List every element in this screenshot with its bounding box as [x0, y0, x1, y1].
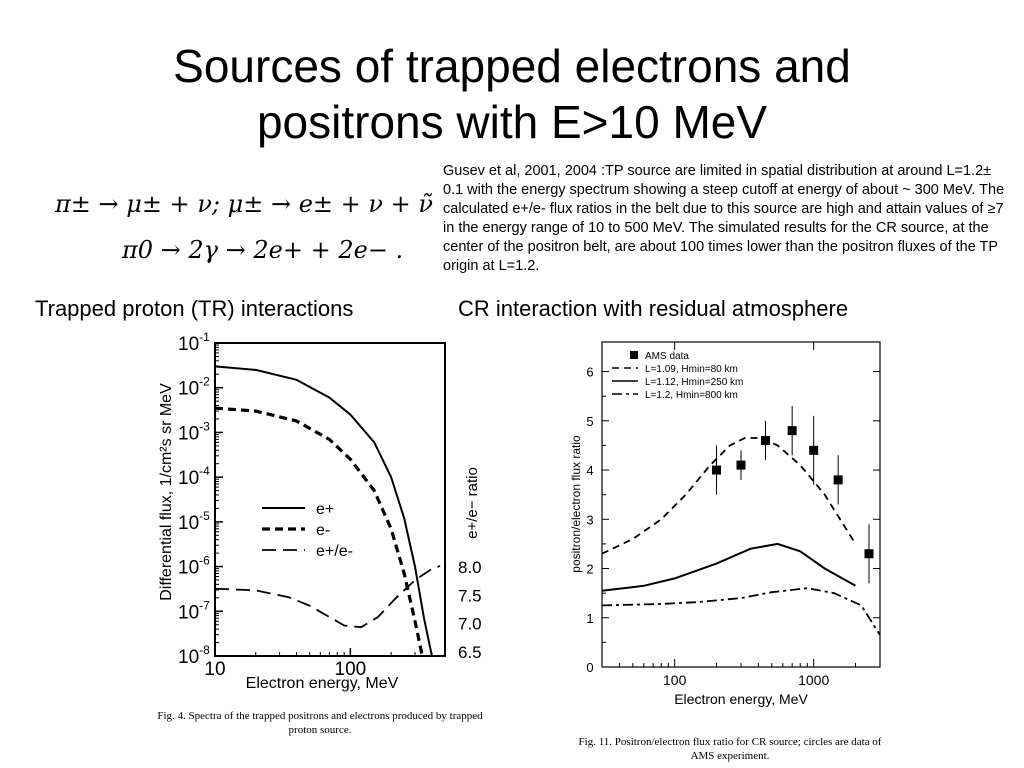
chart2-legend-marker [630, 351, 638, 359]
chart2-data-point [864, 549, 874, 559]
chart2-y-tick-label: 3 [586, 512, 593, 527]
chart1-y-tick-label: 10-7 [178, 598, 210, 623]
right-heading: CR interaction with residual atmosphere [458, 296, 849, 321]
chart2-legend-label: L=1.09, Hmin=80 km [645, 364, 738, 375]
chart1-frame [214, 342, 446, 657]
chart2-x-axis-label: Electron energy, MeV [674, 691, 808, 707]
title-line-2: positrons with E>10 MeV [256, 96, 768, 148]
chart2-series-line [601, 437, 857, 555]
chart1-series-e--e- [214, 565, 441, 629]
chart2-y-tick-label: 2 [586, 562, 593, 577]
chart1-y-tick-label: 10-6 [178, 554, 210, 579]
chart2-series-line [601, 542, 856, 592]
chart2-y-tick-label: 4 [586, 463, 593, 478]
chart1-y-tick-label: 10-3 [178, 419, 210, 444]
chart1-y-tick-label: 10-5 [178, 509, 210, 534]
chart2-data-point [736, 460, 746, 470]
equation-neutral-pion: π0 → 2γ → 2e+ + 2e− . [122, 236, 404, 264]
chart2-y-tick-label: 6 [586, 365, 593, 380]
slide-title: Sources of trapped electrons and positro… [0, 38, 1024, 150]
chart2-y-axis-label: positron/electron flux ratio [569, 435, 583, 573]
chart1-y-tick-label: 10-2 [178, 375, 210, 400]
chart1-legend-label: e+ [316, 501, 334, 518]
chart1-y2-tick-label: 6.5 [458, 643, 482, 662]
chart1-y2-tick-label: 7.0 [458, 615, 482, 634]
chart2-data-point [787, 426, 797, 436]
left-heading: Trapped proton (TR) interactions [35, 296, 354, 321]
chart2-x-tick-label: 100 [663, 672, 687, 688]
chart2-y-tick-label: 0 [586, 660, 593, 675]
chart1-legend-label: e- [316, 522, 330, 539]
figure-11-caption: Fig. 11. Positron/electron flux ratio fo… [578, 736, 882, 762]
figure-4-caption: Fig. 4. Spectra of the trapped positrons… [157, 710, 483, 736]
chart1-y2-tick-label: 8.0 [458, 558, 482, 577]
equation-pion-decay: π± → μ± + ν; μ± → e± + ν + ν̃ [55, 190, 433, 218]
chart2-x-tick-label: 1000 [798, 672, 829, 688]
chart1-x-axis-label: Electron energy, MeV [246, 675, 399, 692]
chart2-data-point [809, 445, 819, 455]
chart2-series-line [601, 587, 881, 636]
chart1-series-e- [214, 406, 424, 657]
chart2-y-tick-label: 5 [586, 414, 593, 429]
chart2-legend-label: L=1.2, Hmin=800 km [645, 390, 738, 401]
chart1-x-tick-label: 100 [335, 659, 367, 680]
chart2-y-tick-label: 1 [586, 611, 593, 626]
chart2-legend-label: L=1.12, Hmin=250 km [645, 377, 743, 388]
chart1-series-e- [214, 365, 433, 657]
chart2-data-point [712, 465, 722, 475]
source-description: Gusev et al, 2001, 2004 :TP source are l… [443, 163, 1005, 274]
chart1-y-tick-label: 10-8 [178, 643, 210, 668]
chart1-y-tick-label: 10-1 [178, 330, 210, 355]
chart1-x-tick-label: 10 [204, 659, 225, 680]
chart1-legend-label: e+/e- [316, 543, 353, 560]
chart1-y-tick-label: 10-4 [178, 464, 210, 489]
chart1-y2-tick-label: 7.5 [458, 586, 482, 605]
title-line-1: Sources of trapped electrons and [173, 40, 851, 92]
chart2-data-point [833, 475, 843, 485]
chart2-legend-label: AMS data [645, 351, 689, 362]
chart1-y-axis-label: Differential flux, 1/cm²s sr MeV [158, 383, 175, 601]
chart1-y2-axis-label: e+/e− ratio [464, 467, 481, 539]
